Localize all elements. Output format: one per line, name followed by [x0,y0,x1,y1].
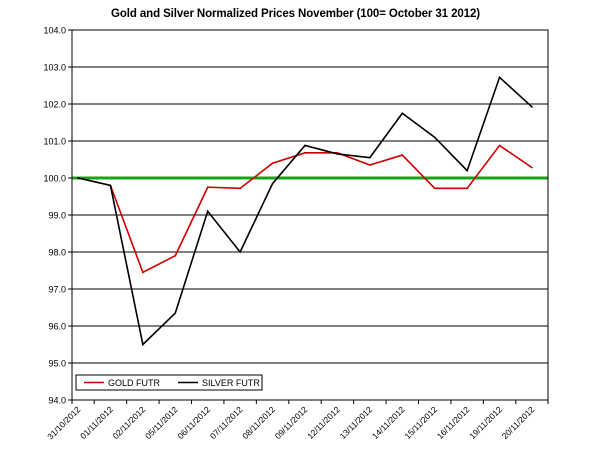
data-point-silver [271,182,274,185]
data-point-gold [433,187,436,190]
y-tick-label: 94.0 [48,396,66,406]
series-line-gold [77,144,533,274]
x-tick-label: 14/11/2012 [370,404,407,441]
data-point-silver [498,76,501,79]
x-tick-label: 15/11/2012 [402,404,439,441]
x-tick-label: 13/11/2012 [338,404,375,441]
x-tick-label: 06/11/2012 [175,404,212,441]
plot-border [71,29,549,401]
data-point-gold [206,186,209,189]
y-tick-label: 97.0 [48,285,66,295]
data-point-gold [271,162,274,164]
series-lines [77,75,533,347]
data-point-silver [142,343,144,346]
data-point-silver [206,210,209,213]
chart-title: Gold and Silver Normalized Prices Novemb… [110,8,480,20]
y-tick-label: 102.0 [43,100,66,110]
y-tick-label: 95.0 [48,359,66,369]
data-point-silver [174,312,177,314]
x-tick-label: 12/11/2012 [305,404,342,441]
data-point-silver [77,177,79,179]
x-tick-label: 19/11/2012 [467,404,504,441]
data-point-gold [304,152,306,154]
data-point-gold [174,254,177,257]
data-point-gold [239,187,241,190]
data-point-gold [498,144,501,147]
data-point-gold [369,164,371,166]
series-line-silver [77,75,533,347]
data-point-gold [466,187,468,190]
legend: GOLD FUTR SILVER FUTR [75,374,263,391]
legend-box [75,374,263,391]
y-tick-label: 99.0 [48,211,66,221]
legend-label-silver: SILVER FUTR [202,378,260,388]
x-tick-label: 05/11/2012 [143,404,180,441]
x-tick-label: 20/11/2012 [500,404,537,441]
data-point-silver [401,112,404,115]
y-tick-label: 100.0 [43,174,66,184]
y-tick-label: 98.0 [48,248,66,258]
y-tick-label: 101.0 [43,137,66,147]
data-point-gold [401,154,404,156]
data-point-silver [109,184,112,187]
x-tick-label: 09/11/2012 [273,404,310,441]
x-tick-label: 08/11/2012 [240,404,277,441]
y-tick-label: 96.0 [48,322,66,332]
data-point-gold [142,271,144,274]
legend-label-gold: GOLD FUTR [108,378,161,388]
x-tick-label: 02/11/2012 [111,404,148,441]
data-point-silver [433,136,436,139]
x-tick-label: 16/11/2012 [435,404,472,441]
x-tick-label: 01/11/2012 [78,404,115,441]
x-tick-label: 07/11/2012 [208,404,245,441]
y-tick-label: 103.0 [43,63,66,73]
data-point-silver [336,153,339,155]
data-point-silver [304,144,306,147]
y-tick-label: 104.0 [43,26,66,36]
data-point-silver [466,169,468,172]
data-point-silver [531,106,533,108]
data-point-gold [531,166,533,169]
data-point-silver [369,156,371,159]
data-point-silver [239,251,241,253]
x-tick-label: 31/10/2012 [45,404,82,441]
